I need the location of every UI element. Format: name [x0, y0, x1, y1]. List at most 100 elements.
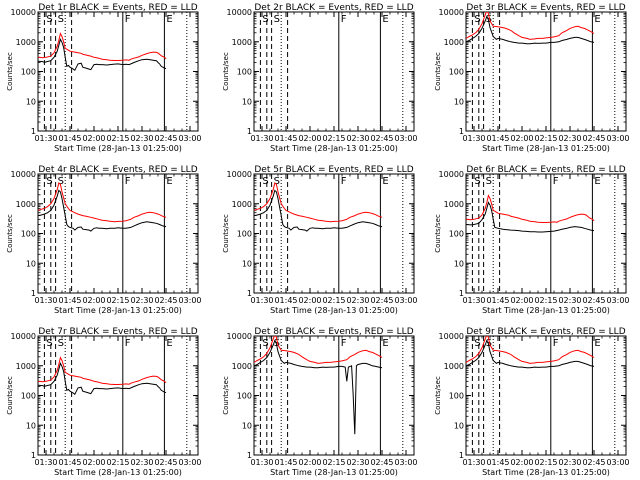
x-tick-label: 02:45 — [582, 458, 605, 467]
event-marker-label: S — [274, 14, 280, 25]
x-axis-label: Start Time (28-Jan-13 01:25:00) — [482, 306, 610, 315]
series-line-events — [466, 15, 595, 45]
x-axis-label: Start Time (28-Jan-13 01:25:00) — [54, 306, 182, 315]
series-line-lld — [466, 194, 595, 223]
series-line-events — [38, 189, 167, 232]
y-axis-label: Counts/sec — [6, 214, 14, 253]
y-tick-label: 1000 — [16, 362, 36, 371]
x-tick-label: 03:00 — [606, 296, 629, 305]
y-tick-label: 10000 — [11, 332, 36, 341]
x-tick-label: 02:45 — [154, 458, 177, 467]
y-tick-label: 100 — [21, 68, 36, 77]
series-line-events — [254, 189, 383, 232]
event-marker-label: F — [553, 338, 559, 349]
series-line-lld — [466, 12, 595, 40]
series-line-events — [38, 38, 167, 72]
event-marker-label: E — [166, 176, 172, 187]
y-tick-label: 10000 — [227, 8, 252, 17]
x-tick-label: 02:15 — [534, 134, 557, 143]
x-tick-label: 03:00 — [394, 134, 417, 143]
event-marker-label: E — [166, 338, 172, 349]
series-line-events — [254, 339, 383, 435]
x-axis-label: Start Time (28-Jan-13 01:25:00) — [270, 306, 398, 315]
x-tick-label: 02:45 — [582, 296, 605, 305]
x-tick-label: 01:30 — [34, 134, 57, 143]
event-marker-label: F — [341, 338, 347, 349]
y-tick-label: 1000 — [232, 200, 252, 209]
x-tick-label: 01:30 — [34, 296, 57, 305]
x-tick-label: 01:45 — [486, 458, 509, 467]
y-axis-label: Counts/sec — [434, 214, 442, 253]
event-marker-label: E — [594, 14, 600, 25]
series-line-lld — [254, 336, 383, 364]
x-axis-label: Start Time (28-Jan-13 01:25:00) — [270, 144, 398, 153]
y-tick-label: 100 — [449, 68, 464, 77]
x-tick-label: 02:45 — [154, 296, 177, 305]
plot-frame — [253, 11, 415, 132]
x-tick-label: 02:30 — [346, 134, 369, 143]
chart-title: Det 4r BLACK = Events, RED = LLD — [38, 165, 197, 175]
chart-panel-1: Det 1r BLACK = Events, RED = LLD Counts/s… — [6, 3, 202, 153]
series-line-lld — [38, 356, 167, 385]
x-tick-label: 01:45 — [274, 458, 297, 467]
y-tick-label: 10 — [242, 259, 252, 268]
y-axis-label: Counts/sec — [222, 214, 230, 253]
event-marker-label: F — [341, 176, 347, 187]
event-marker-label: E — [594, 176, 600, 187]
plot-frame — [465, 173, 627, 294]
x-tick-label: 02:30 — [558, 134, 581, 143]
x-tick-label: 01:45 — [274, 296, 297, 305]
x-axis-label: Start Time (28-Jan-13 01:25:00) — [482, 144, 610, 153]
event-marker-label: S — [274, 176, 280, 187]
x-tick-label: 02:00 — [510, 134, 533, 143]
plot-frame — [37, 11, 199, 132]
x-tick-label: 01:45 — [486, 296, 509, 305]
series-line-lld — [466, 336, 595, 364]
y-tick-label: 1 — [31, 289, 36, 298]
event-marker-label: F — [341, 14, 347, 25]
x-tick-label: 03:00 — [394, 458, 417, 467]
y-tick-label: 100 — [449, 392, 464, 401]
x-tick-label: 03:00 — [606, 458, 629, 467]
y-tick-label: 10 — [26, 97, 36, 106]
chart-panel-5: Det 5r BLACK = Events, RED = LLD Counts/s… — [222, 165, 418, 315]
x-tick-label: 01:30 — [250, 458, 273, 467]
y-tick-label: 1 — [247, 451, 252, 460]
x-tick-label: 02:15 — [534, 458, 557, 467]
x-tick-label: 01:30 — [250, 134, 273, 143]
event-marker-label: E — [166, 14, 172, 25]
x-tick-label: 01:30 — [34, 458, 57, 467]
x-tick-label: 02:00 — [298, 134, 321, 143]
plot-frame — [465, 11, 627, 132]
event-marker-label: S — [58, 338, 64, 349]
y-tick-label: 10 — [454, 421, 464, 430]
y-tick-label: 10 — [26, 259, 36, 268]
x-tick-label: 02:00 — [82, 296, 105, 305]
y-tick-label: 10000 — [439, 332, 464, 341]
x-tick-label: 02:15 — [322, 296, 345, 305]
series-line-events — [466, 339, 595, 369]
plot-frame — [465, 335, 627, 456]
event-marker-label: S — [46, 14, 52, 25]
x-tick-label: 03:00 — [606, 134, 629, 143]
y-tick-label: 10000 — [11, 170, 36, 179]
y-tick-label: 1000 — [16, 200, 36, 209]
x-tick-label: 01:30 — [462, 134, 485, 143]
y-tick-label: 10 — [454, 259, 464, 268]
y-tick-label: 10 — [242, 421, 252, 430]
x-tick-label: 03:00 — [178, 296, 201, 305]
event-marker-label: S — [46, 176, 52, 187]
series-line-events — [466, 201, 595, 233]
y-tick-label: 1000 — [444, 38, 464, 47]
series-line-lld — [38, 182, 167, 223]
event-marker-label: E — [382, 338, 388, 349]
x-tick-label: 03:00 — [394, 296, 417, 305]
event-marker-label: S — [46, 338, 52, 349]
